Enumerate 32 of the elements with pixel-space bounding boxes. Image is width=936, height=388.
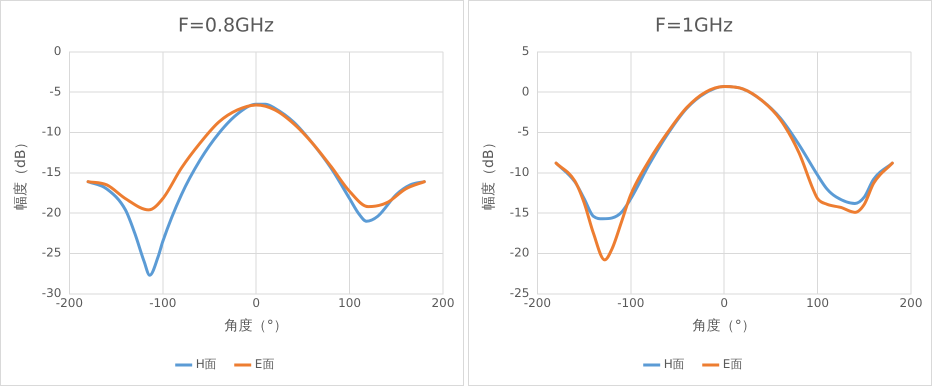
chart-title: F=1GHz [655, 14, 733, 36]
legend-label: E面 [254, 357, 274, 372]
y-tick-label: 0 [522, 84, 530, 98]
x-tick-label: 0 [252, 296, 260, 310]
y-tick-label: 5 [522, 44, 530, 58]
y-tick-label: -10 [510, 164, 530, 179]
x-tick-label: -100 [617, 296, 644, 310]
y-tick-label: -20 [42, 205, 62, 220]
y-tick-label: -5 [49, 84, 62, 98]
x-tick-label: 200 [900, 296, 922, 310]
line-series [86, 104, 426, 212]
x-tick-label: -100 [149, 296, 176, 310]
y-axis-title: 幅度（dB） [481, 136, 498, 210]
line-series [554, 84, 894, 262]
y-axis-title: 幅度（dB） [13, 136, 30, 210]
x-tick-label: 100 [338, 296, 362, 310]
y-tick-label: 0 [54, 44, 62, 58]
y-tick-label: -15 [42, 164, 62, 179]
legend-label: E面 [722, 357, 742, 372]
y-tick-label: -15 [510, 205, 530, 220]
y-tick-label: -5 [517, 124, 530, 139]
y-tick-label: -25 [42, 246, 62, 260]
x-axis-title: 角度（°） [224, 318, 288, 334]
legend-label: H面 [196, 357, 217, 372]
x-axis-title: 角度（°） [692, 318, 756, 334]
x-tick-label: 200 [432, 296, 454, 310]
x-tick-label: 100 [806, 296, 830, 310]
y-tick-label: -20 [510, 246, 530, 260]
x-tick-label: 0 [720, 296, 728, 310]
chart-title: F=0.8GHz [178, 14, 274, 36]
y-tick-label: -10 [42, 124, 62, 139]
legend-label: H面 [664, 357, 685, 372]
